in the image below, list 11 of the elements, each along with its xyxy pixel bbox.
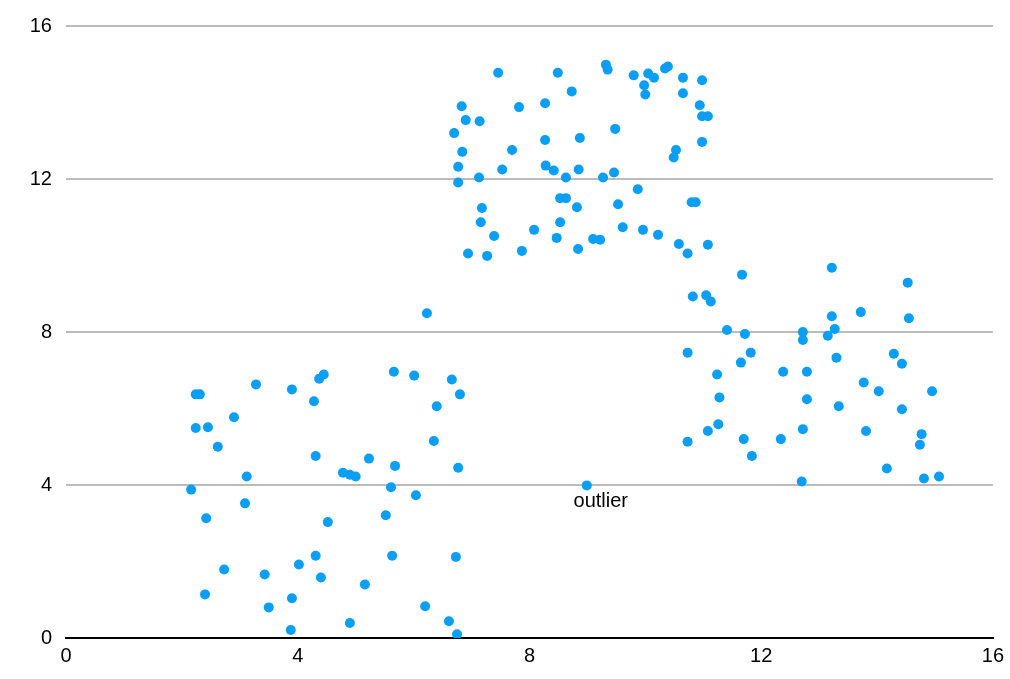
y-tick-label: 8: [40, 319, 52, 342]
annotation: outlier: [573, 488, 629, 511]
x-tick-label: 4: [292, 643, 304, 666]
x-tick-label: 0: [60, 643, 72, 666]
y-tick-label: 12: [29, 166, 52, 189]
x-tick-label: 12: [750, 643, 773, 666]
x-tick-label: 8: [523, 643, 535, 666]
y-tick-label: 16: [29, 13, 52, 36]
y-tick-label: 4: [40, 472, 52, 495]
y-tick-label: 0: [40, 625, 52, 648]
x-tick-label: 16: [981, 643, 1004, 666]
